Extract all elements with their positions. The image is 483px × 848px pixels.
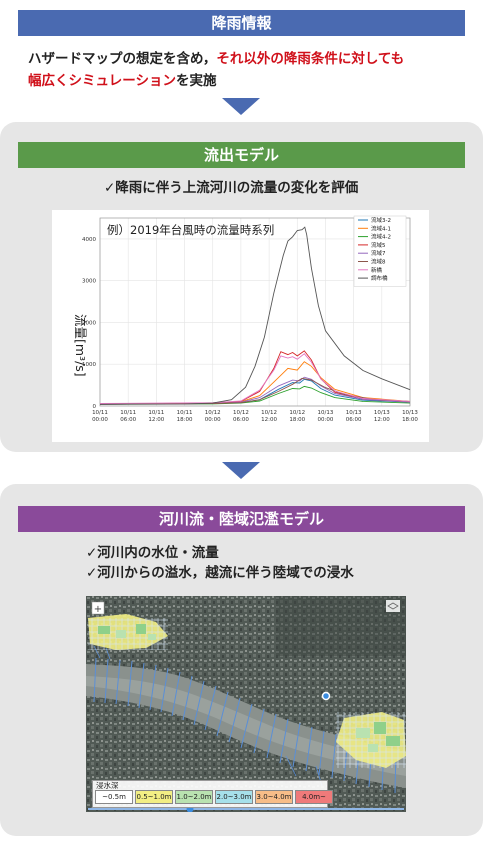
legend-label: 流域5 [371, 241, 386, 249]
flow-arrow-1 [222, 98, 260, 115]
inundation-map[interactable]: + 浸水深 ~0.5m 0.5~1.0m 1.0~2.0m 2.0~3.0m 3.0~4… [86, 596, 406, 813]
rainfall-text-red2: 幅広くシミュレーション [28, 73, 176, 89]
inundation-map-svg: + [86, 596, 406, 813]
x-tick-label: 10/11 [92, 410, 108, 416]
legend-label: 流域4-2 [371, 233, 391, 241]
series-line [99, 376, 411, 405]
x-tick-label: 12:00 [148, 417, 164, 423]
svg-text:+: + [94, 604, 102, 615]
legend-items: ~0.5m 0.5~1.0m 1.0~2.0m 2.0~3.0m 3.0~4.0m 4.0… [95, 790, 333, 804]
x-tick-label: 06:00 [120, 417, 136, 423]
x-tick-label: 10/12 [233, 410, 249, 416]
x-tick-label: 10/11 [148, 410, 164, 416]
hydrograph-svg: 10/1100:0010/1106:0010/1112:0010/1118:00… [73, 215, 418, 423]
plot-frame [99, 217, 411, 407]
x-tick-label: 00:00 [92, 417, 108, 423]
rainfall-text-part2: を実施 [175, 73, 217, 89]
x-tick-label: 10/13 [346, 410, 362, 416]
y-tick-label: 3000 [82, 279, 96, 285]
section-title-runoff: 流出モデル [18, 142, 465, 168]
layers-icon[interactable] [386, 600, 400, 612]
section-title-rainfall: 降雨情報 [18, 10, 465, 36]
hydrograph-chart: 10/11 00:00 10/11 06:00 10/11 12:00 10/11 18:00… [52, 210, 429, 442]
legend-label: 流域4-1 [371, 224, 391, 232]
flow-arrow-2 [222, 462, 260, 479]
x-tick-label: 10/11 [120, 410, 136, 416]
x-tick-label: 18:00 [289, 417, 305, 423]
legend-item: 1.0~2.0m [175, 790, 213, 804]
rainfall-text-red1: それ以外の降雨条件に対しても [216, 51, 405, 67]
legend-item: 2.0~3.0m [215, 790, 253, 804]
legend-label: 新橋 [371, 266, 383, 274]
y-tick-label: 1000 [82, 362, 96, 368]
series-line [99, 226, 411, 405]
series-line [99, 353, 411, 404]
legend-label: 調布橋 [371, 274, 388, 282]
legend-label: 流域8 [371, 258, 386, 266]
legend-item: 0.5~1.0m [135, 790, 173, 804]
urban-dense-area [276, 596, 406, 656]
map-legend: 浸水深 ~0.5m 0.5~1.0m 1.0~2.0m 2.0~3.0m 3.0~4.0… [92, 780, 333, 808]
x-tick-label: 12:00 [261, 417, 277, 423]
x-tick-label: 10/13 [402, 410, 418, 416]
series-line [99, 350, 411, 405]
y-tick-label: 0 [93, 404, 97, 410]
x-tick-label: 10/13 [374, 410, 390, 416]
location-marker-icon[interactable] [321, 691, 331, 701]
x-tick-label: 06:00 [346, 417, 362, 423]
x-tick-label: 10/12 [261, 410, 277, 416]
legend-item: ~0.5m [95, 790, 133, 804]
section-title-flood: 河川流・陸域氾濫モデル [18, 506, 465, 532]
x-tick-label: 00:00 [318, 417, 334, 423]
x-tick-label: 10/11 [177, 410, 193, 416]
inundation-area-southeast [336, 712, 406, 768]
chart-ylabel: 流量[m³/s] [73, 314, 88, 377]
legend-label: 流域7 [371, 249, 386, 257]
legend-box [353, 215, 407, 287]
chart-title: 例）2019年台風時の流量時系列 [107, 223, 274, 237]
y-tick-label: 2000 [82, 320, 96, 326]
legend-item: 4.0m~ [295, 790, 333, 804]
legend-item: 3.0~4.0m [255, 790, 293, 804]
runoff-subtitle: ✓降雨に伴う上流河川の流量の変化を評価 [104, 180, 359, 196]
flood-bullet-1: ✓河川内の水位・流量 [86, 545, 219, 561]
x-tick-label: 10/12 [205, 410, 221, 416]
x-tick-label: 10/12 [289, 410, 305, 416]
map-zoom-control[interactable]: + [91, 601, 105, 615]
legend-title: 浸水深 [96, 781, 119, 790]
x-tick-label: 12:00 [374, 417, 390, 423]
inundation-area-northwest [88, 614, 168, 650]
flood-bullet-2: ✓河川からの溢水，越流に伴う陸域での浸水 [86, 565, 354, 581]
x-tick-label: 10/13 [318, 410, 334, 416]
x-tick-label: 00:00 [205, 417, 221, 423]
series-line [99, 385, 411, 405]
y-tick-label: 4000 [82, 237, 96, 243]
x-tick-label: 18:00 [177, 417, 193, 423]
legend-label: 流域3-2 [371, 216, 391, 224]
rainfall-text-part1: ハザードマップの想定を含め， [28, 51, 217, 67]
x-tick-label: 06:00 [233, 417, 249, 423]
rainfall-description: ハザードマップの想定を含め，それ以外の降雨条件に対しても 幅広くシミュレーション… [28, 48, 468, 92]
x-tick-label: 18:00 [402, 417, 418, 423]
